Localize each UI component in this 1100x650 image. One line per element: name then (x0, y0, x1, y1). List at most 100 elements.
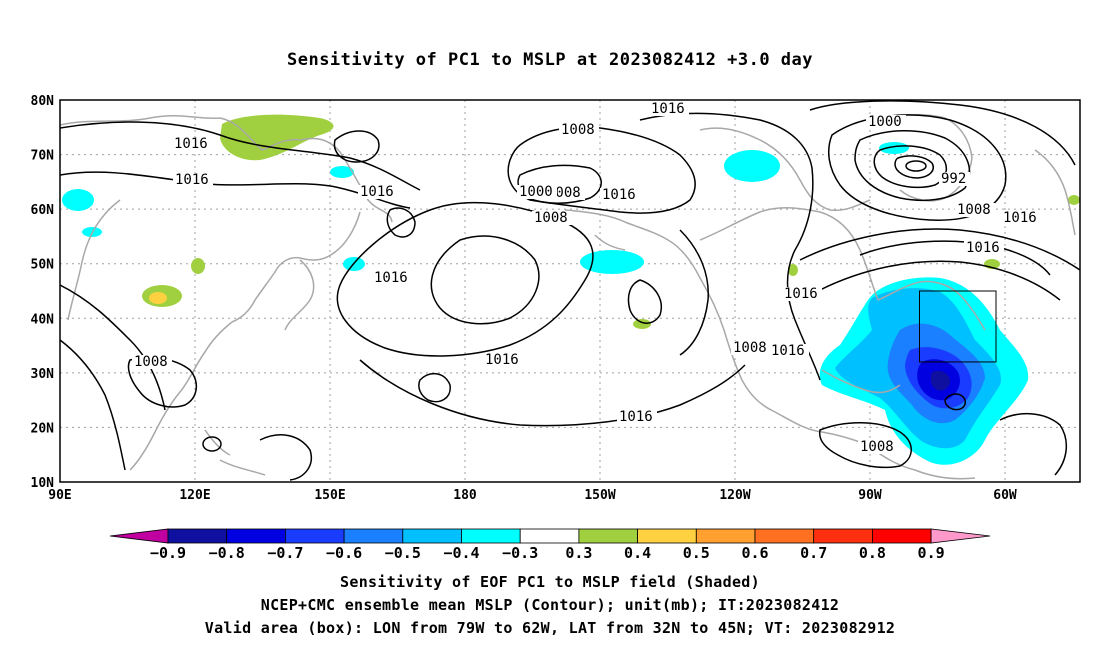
shade-green-small-1 (191, 258, 205, 274)
contour-label-bg (132, 355, 172, 369)
colorbar-label: −0.7 (267, 544, 303, 562)
contour-label: 1000 (519, 184, 553, 200)
shade-cyan-greenland (879, 142, 909, 154)
contour-label-bg (782, 287, 822, 301)
colorbar-swatch (695, 528, 756, 544)
contour-label-bg (939, 172, 970, 186)
contour-label: 1008 (134, 354, 168, 370)
lon-label: 90W (858, 488, 882, 503)
contour-label: 1016 (619, 409, 653, 425)
contour-label: 1016 (374, 270, 408, 286)
colorbar-swatch (226, 528, 286, 544)
contour-label-bg (769, 344, 809, 358)
valid-area-box (919, 290, 997, 363)
contour-label-bg (617, 410, 657, 424)
colorbar-label: −0.6 (326, 544, 362, 562)
lat-label: 60N (31, 203, 55, 218)
shade-cyan-west-asia (62, 189, 94, 211)
colorbar-labels: −0.9 −0.8 −0.7 −0.6 −0.5 −0.4 −0.3 0.3 0.4 0.5 0.6… (150, 544, 945, 562)
lat-label: 10N (31, 476, 55, 491)
map-gridlines (60, 100, 1080, 482)
contour-label: 1016 (174, 136, 208, 152)
colorbar-label: −0.8 (209, 544, 245, 562)
latitude-labels: 80N 70N 60N 50N 40N 30N 20N 10N (31, 94, 55, 491)
caption-contour: NCEP+CMC ensemble mean MSLP (Contour); u… (260, 596, 840, 614)
colorbar-swatch (461, 528, 521, 544)
colorbar-label: −0.4 (443, 544, 479, 562)
colorbar-label: 0.9 (918, 544, 945, 562)
contour-label-bg (955, 203, 995, 217)
colorbar-label: −0.5 (385, 544, 421, 562)
shade-cyan-pacific (580, 250, 644, 274)
lat-label: 50N (31, 258, 55, 273)
longitude-labels: 90E 120E 150E 180 150W 120W 90W 60W (48, 488, 1017, 503)
contour-label: 1016 (485, 352, 519, 368)
contour-label-bg (358, 185, 398, 199)
shade-green-siberia (220, 114, 334, 161)
colorbar-swatch (637, 528, 697, 544)
contour-label-bg (532, 211, 572, 225)
chart-title: Sensitivity of PC1 to MSLP at 2023082412… (286, 50, 813, 70)
colorbar-swatch (343, 528, 404, 544)
shade-deepnavy-atlantic (930, 370, 950, 391)
lat-label: 30N (31, 367, 55, 382)
contour-label: 1016 (602, 187, 636, 203)
shade-green-small-2 (633, 319, 651, 329)
lon-label: 90E (48, 488, 71, 503)
colorbar-arrow-left (109, 528, 169, 544)
colorbar-label: −0.3 (502, 544, 538, 562)
contour-label: 1016 (175, 172, 209, 188)
contour-label: 1008 (957, 202, 991, 218)
colorbar-swatch (872, 528, 932, 544)
contour-label: 1008 (860, 439, 894, 455)
contour-label: 1016 (771, 343, 805, 359)
contour-label: 1016 (1003, 210, 1037, 226)
contour-label: 1016 (784, 286, 818, 302)
colorbar-swatch (754, 528, 815, 544)
contour-label-bg (1001, 211, 1041, 225)
shade-green-small-5 (1068, 195, 1080, 205)
lat-label: 80N (31, 94, 55, 109)
colorbar-label: −0.9 (150, 544, 186, 562)
colorbar-swatch (167, 528, 228, 544)
caption-shaded: Sensitivity of EOF PC1 to MSLP field (Sh… (340, 573, 760, 591)
contour-label-bg (649, 102, 689, 116)
shade-green-small-3 (788, 264, 798, 276)
colorbar-swatch (578, 528, 639, 544)
contour-label-bg (173, 173, 213, 187)
colorbar-swatch (519, 528, 580, 544)
contour-label: 1008 (733, 340, 767, 356)
contour-label: 1000 (868, 114, 902, 130)
colorbar-swatch (402, 528, 462, 544)
contour-label: 992 (941, 171, 966, 187)
colorbar-swatch (813, 528, 873, 544)
coastlines (60, 113, 1076, 480)
contour-label-bg (172, 137, 212, 151)
lon-label: 60W (993, 488, 1017, 503)
colorbar (109, 528, 991, 544)
colorbar-label: 0.3 (565, 544, 592, 562)
contour-label-bg (964, 241, 1004, 255)
contour-label-bg (559, 123, 599, 137)
colorbar-label: 0.8 (859, 544, 886, 562)
lat-label: 70N (31, 149, 55, 164)
contour-label-bg (600, 188, 640, 202)
shade-cyan-canada (724, 150, 780, 182)
colorbar-arrow-right (930, 528, 991, 544)
colorbar-label: 0.4 (624, 544, 651, 562)
contour-label-bg (731, 341, 771, 355)
sensitivity-shading (62, 114, 1080, 465)
map-frame (59, 99, 1081, 483)
contour-label: 1016 (966, 240, 1000, 256)
lon-label: 120W (719, 488, 750, 503)
colorbar-label: 0.5 (683, 544, 710, 562)
lon-label: 120E (179, 488, 210, 503)
contour-label-bg (372, 271, 412, 285)
contour-label-bg (483, 353, 523, 367)
colorbar-label: 0.6 (741, 544, 768, 562)
contour-label: 1016 (651, 101, 685, 117)
colorbar-swatch (284, 528, 345, 544)
colorbar-label: 0.7 (800, 544, 827, 562)
contour-label: 1008 (534, 210, 568, 226)
